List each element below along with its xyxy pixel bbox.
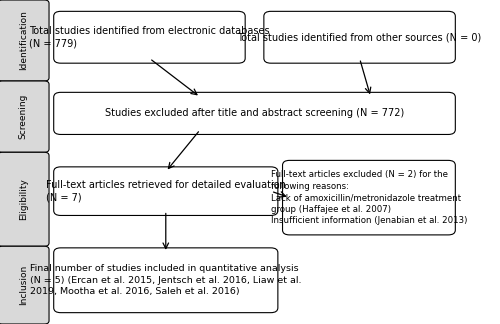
- Text: Full-text articles retrieved for detailed evaluation
(N = 7): Full-text articles retrieved for detaile…: [46, 180, 286, 202]
- FancyBboxPatch shape: [0, 81, 49, 152]
- Text: Final number of studies included in quantitative analysis
(N = 5) (Ercan et al. : Final number of studies included in quan…: [30, 264, 301, 296]
- Text: Full-text articles excluded (N = 2) for the
following reasons:
Lack of amoxicill: Full-text articles excluded (N = 2) for …: [270, 170, 467, 225]
- Text: Identification: Identification: [19, 11, 28, 70]
- FancyBboxPatch shape: [54, 167, 278, 215]
- FancyBboxPatch shape: [282, 160, 456, 235]
- Text: Total studies identified from other sources (N = 0): Total studies identified from other sour…: [238, 32, 482, 42]
- Text: Screening: Screening: [19, 94, 28, 139]
- Text: Total studies identified from electronic databases
(N = 779): Total studies identified from electronic…: [29, 26, 270, 49]
- FancyBboxPatch shape: [54, 92, 456, 134]
- FancyBboxPatch shape: [54, 248, 278, 313]
- Text: Inclusion: Inclusion: [19, 265, 28, 305]
- FancyBboxPatch shape: [54, 11, 245, 63]
- FancyBboxPatch shape: [264, 11, 456, 63]
- FancyBboxPatch shape: [0, 0, 49, 81]
- Text: Studies excluded after title and abstract screening (N = 772): Studies excluded after title and abstrac…: [105, 109, 404, 118]
- FancyBboxPatch shape: [0, 246, 49, 324]
- FancyBboxPatch shape: [0, 152, 49, 246]
- Text: Eligibility: Eligibility: [19, 178, 28, 220]
